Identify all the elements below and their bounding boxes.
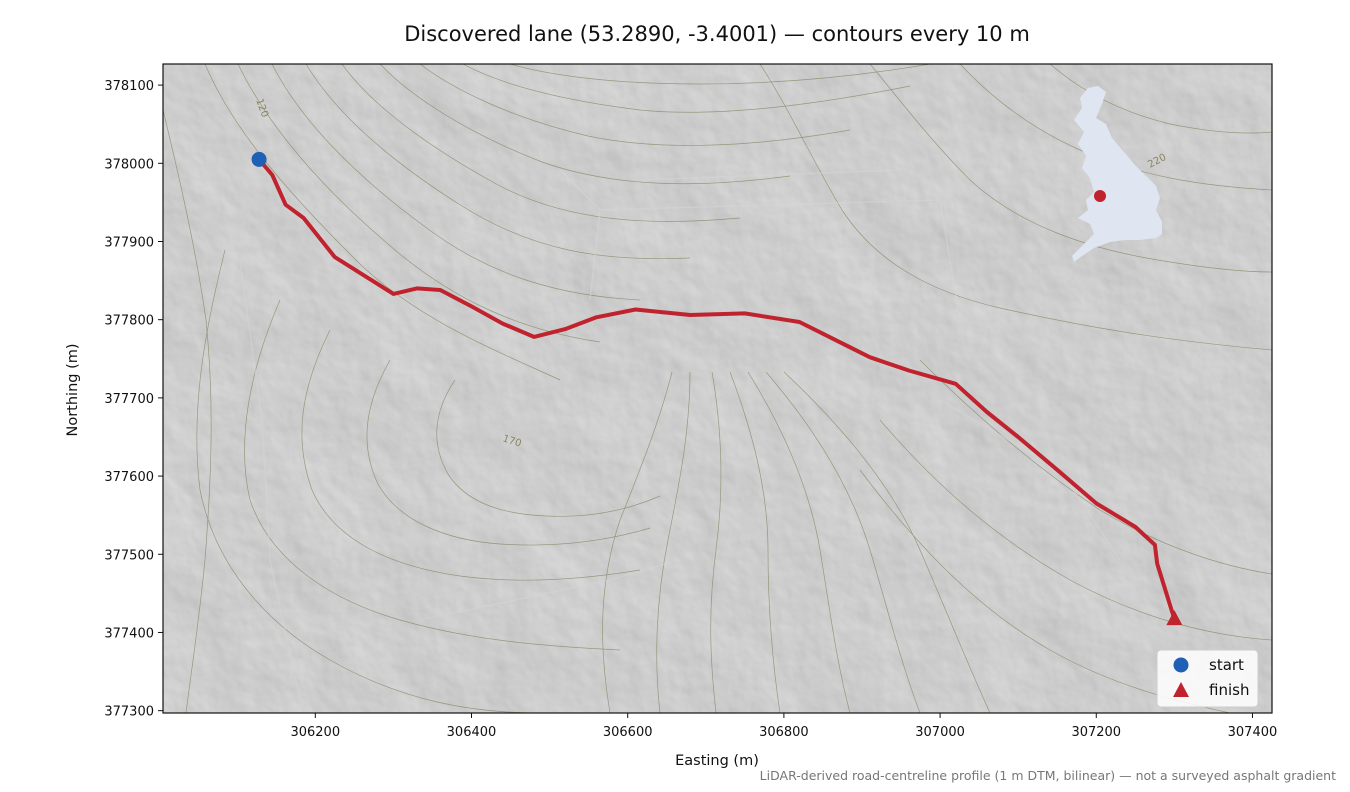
y-tick-label: 377900 [104, 235, 154, 250]
x-tick-label: 307000 [915, 725, 965, 740]
y-tick-label: 377400 [104, 626, 154, 641]
x-tick-label: 306200 [290, 725, 340, 740]
field-boundaries [239, 169, 1121, 701]
y-tick-label: 378100 [104, 79, 154, 94]
plot-frame [162, 63, 1273, 714]
finish-marker-icon [1166, 610, 1183, 626]
x-tick-label: 306400 [447, 725, 497, 740]
legend: start finish [1156, 649, 1259, 708]
y-tick-label: 377500 [104, 548, 154, 563]
y-tick-label: 377700 [104, 392, 154, 407]
y-tick-label: 377800 [104, 314, 154, 329]
location-marker-icon [1094, 190, 1106, 202]
x-tick-label: 306600 [603, 725, 653, 740]
inset-locator-map [1072, 86, 1162, 262]
legend-finish-label: finish [1209, 681, 1249, 699]
map-plot-area: 120 170 220 [163, 64, 1272, 713]
y-tick-label: 378000 [104, 157, 154, 172]
x-tick-label: 307200 [1071, 725, 1121, 740]
x-axis-label: Easting (m) [675, 753, 759, 769]
great-britain-icon [1072, 86, 1162, 262]
x-axis-ticks: 306200 306400 306600 306800 307000 307200 3074… [290, 713, 1277, 740]
x-tick-label: 306800 [759, 725, 809, 740]
y-axis-ticks: 378100 378000 377900 377800 377700 377600 3775… [104, 79, 163, 720]
y-tick-label: 377600 [104, 470, 154, 485]
y-axis-label: Northing (m) [65, 343, 81, 436]
footnote: LiDAR-derived road-centreline profile (1… [760, 768, 1336, 783]
legend-start-icon [1173, 657, 1189, 673]
start-marker-icon [251, 151, 267, 167]
legend-start-label: start [1209, 656, 1244, 674]
x-tick-label: 307400 [1228, 725, 1278, 740]
legend-finish-icon [1173, 682, 1189, 697]
route-line [257, 157, 1177, 622]
figure-title: Discovered lane (53.2890, -3.4001) — con… [404, 22, 1030, 46]
y-tick-label: 377300 [104, 705, 154, 720]
